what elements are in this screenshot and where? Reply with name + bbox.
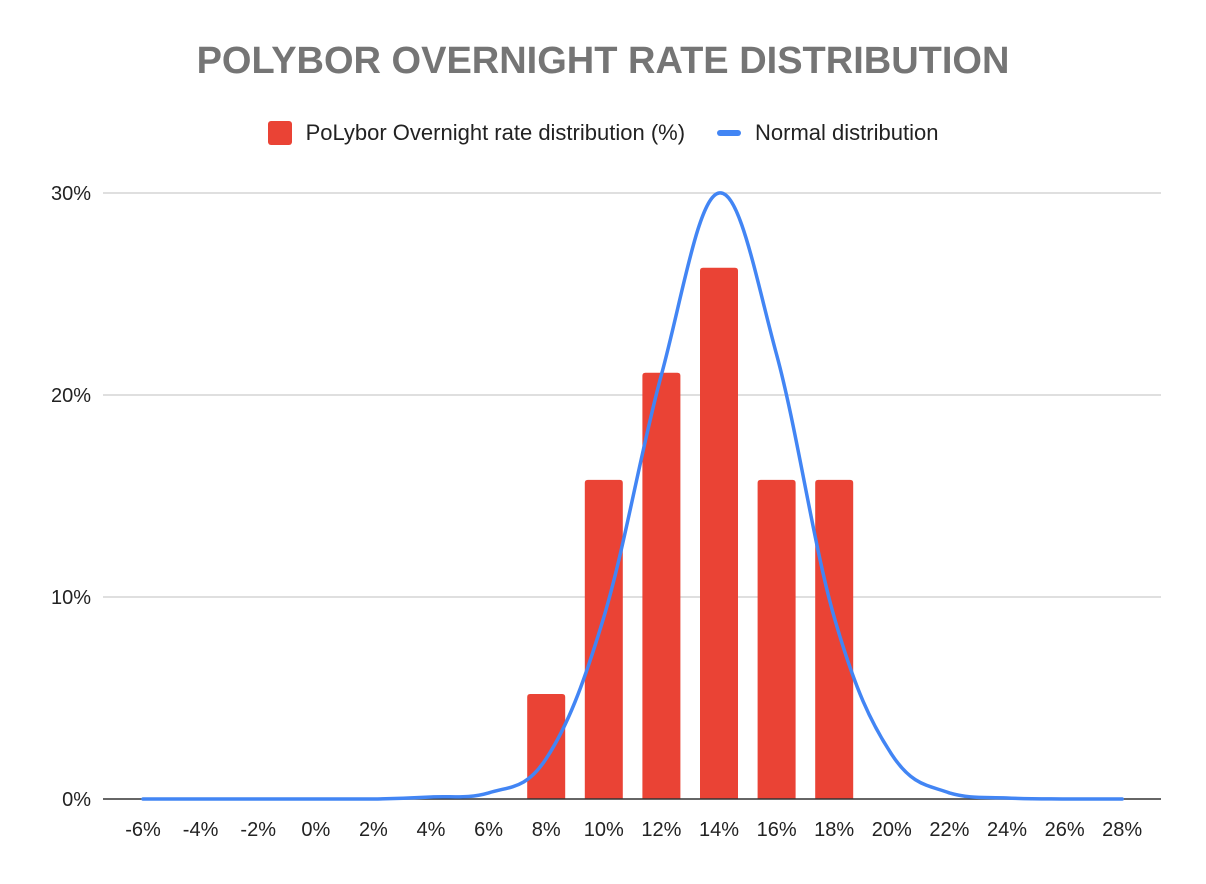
x-tick-label: -2% <box>240 819 276 841</box>
bar <box>527 693 566 799</box>
chart-title: POLYBOR OVERNIGHT RATE DISTRIBUTION <box>196 40 1010 82</box>
legend-item-line[interactable]: Normal distribution <box>717 120 938 146</box>
legend-item-bars[interactable]: PoLybor Overnight rate distribution (%) <box>267 120 686 146</box>
y-tick-label: 30% <box>51 183 91 205</box>
x-tick-label: 24% <box>987 819 1027 841</box>
y-tick-label: 0% <box>62 789 91 811</box>
x-tick-label: 16% <box>757 819 797 841</box>
bar <box>757 479 796 799</box>
y-tick-label: 10% <box>51 587 91 609</box>
x-tick-label: 20% <box>872 819 912 841</box>
normal-distribution-line <box>141 191 1124 801</box>
legend-label-line: Normal distribution <box>755 120 939 145</box>
x-tick-label: 28% <box>1102 819 1142 841</box>
x-tick-label: 2% <box>359 819 388 841</box>
legend-swatch-bars <box>267 121 292 145</box>
legend: PoLybor Overnight rate distribution (%) … <box>0 120 1206 146</box>
x-tick-label: 4% <box>417 819 446 841</box>
x-tick-label: 10% <box>584 819 624 841</box>
x-tick-label: -4% <box>183 819 219 841</box>
bar <box>700 267 738 799</box>
x-tick-label: 14% <box>699 819 739 841</box>
x-tick-label: 0% <box>301 819 330 841</box>
legend-label-bars: PoLybor Overnight rate distribution (%) <box>305 120 686 145</box>
legend-swatch-line <box>717 130 742 136</box>
x-tick-label: -6% <box>125 819 161 841</box>
bar <box>815 479 854 799</box>
x-tick-label: 6% <box>474 819 503 841</box>
bar <box>642 372 681 799</box>
x-tick-label: 8% <box>532 819 561 841</box>
x-tick-label: 22% <box>929 819 969 841</box>
x-tick-label: 26% <box>1045 819 1085 841</box>
y-tick-label: 20% <box>51 385 91 407</box>
x-tick-label: 18% <box>814 819 854 841</box>
x-tick-label: 12% <box>641 819 681 841</box>
bar <box>584 479 623 799</box>
